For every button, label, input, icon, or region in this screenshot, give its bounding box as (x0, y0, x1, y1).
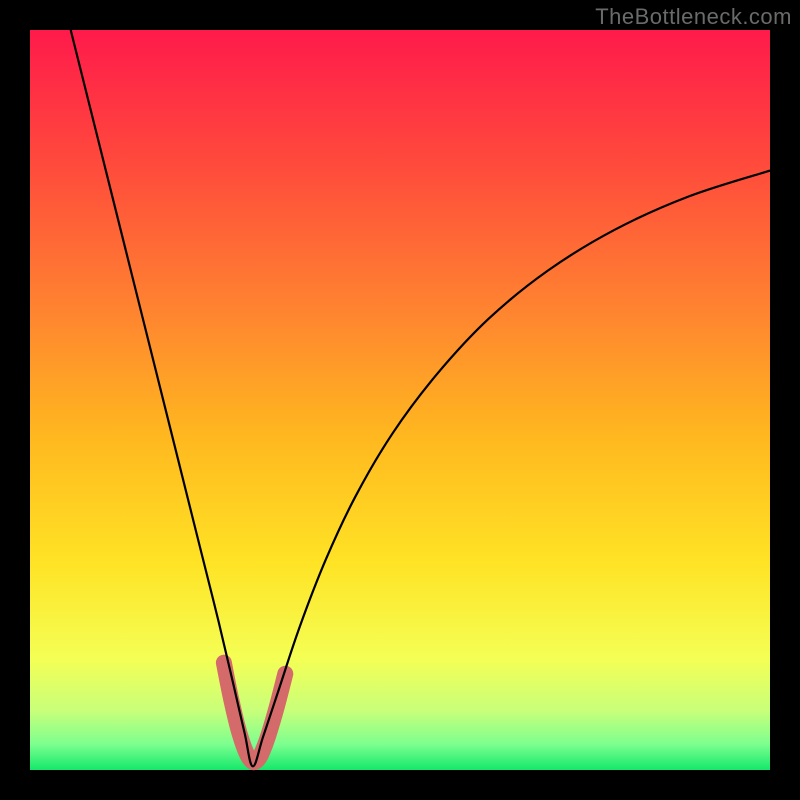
bottleneck-chart-svg (0, 0, 800, 800)
plot-gradient-background (30, 30, 770, 770)
watermark-text: TheBottleneck.com (595, 4, 792, 30)
chart-canvas: TheBottleneck.com (0, 0, 800, 800)
